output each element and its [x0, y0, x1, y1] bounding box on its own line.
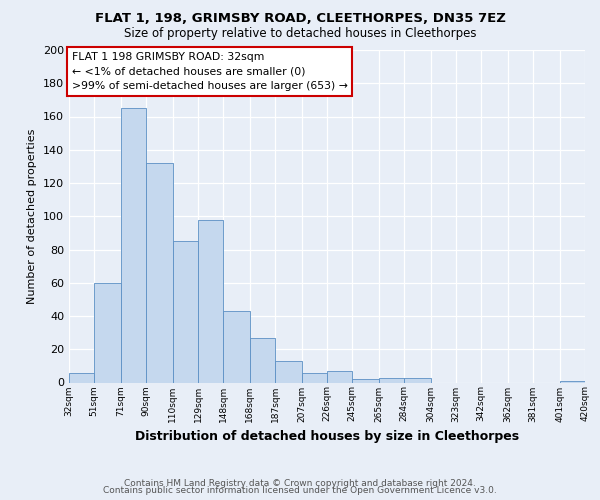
- Bar: [560, 381, 585, 382]
- Bar: [173, 241, 198, 382]
- Bar: [275, 361, 302, 382]
- Bar: [146, 163, 173, 382]
- Text: FLAT 1 198 GRIMSBY ROAD: 32sqm
← <1% of detached houses are smaller (0)
>99% of : FLAT 1 198 GRIMSBY ROAD: 32sqm ← <1% of …: [71, 52, 347, 92]
- Bar: [223, 311, 250, 382]
- Bar: [302, 372, 327, 382]
- Bar: [327, 371, 352, 382]
- Bar: [121, 108, 146, 382]
- Text: Size of property relative to detached houses in Cleethorpes: Size of property relative to detached ho…: [124, 28, 476, 40]
- Bar: [69, 372, 94, 382]
- Text: FLAT 1, 198, GRIMSBY ROAD, CLEETHORPES, DN35 7EZ: FLAT 1, 198, GRIMSBY ROAD, CLEETHORPES, …: [95, 12, 505, 26]
- Bar: [404, 378, 431, 382]
- Bar: [379, 378, 404, 382]
- Text: Contains HM Land Registry data © Crown copyright and database right 2024.: Contains HM Land Registry data © Crown c…: [124, 478, 476, 488]
- Bar: [250, 338, 275, 382]
- Bar: [352, 379, 379, 382]
- Text: Contains public sector information licensed under the Open Government Licence v3: Contains public sector information licen…: [103, 486, 497, 495]
- Bar: [198, 220, 223, 382]
- Y-axis label: Number of detached properties: Number of detached properties: [28, 128, 37, 304]
- X-axis label: Distribution of detached houses by size in Cleethorpes: Distribution of detached houses by size …: [135, 430, 519, 443]
- Bar: [94, 283, 121, 382]
